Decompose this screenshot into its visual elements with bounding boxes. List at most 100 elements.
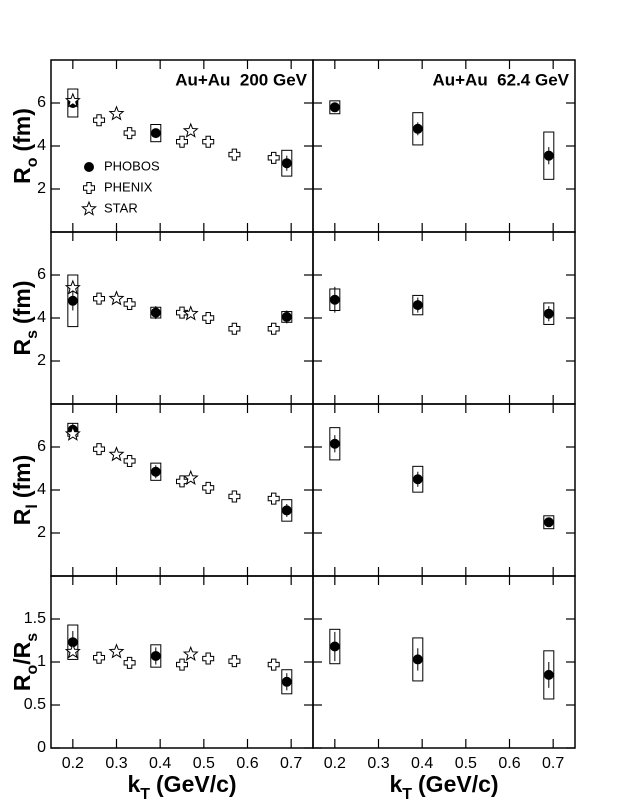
y-tick-label: 2 [37, 180, 46, 197]
point [150, 466, 161, 477]
point [267, 492, 280, 505]
point [228, 322, 241, 335]
point [67, 295, 78, 306]
legend-label: PHOBOS [104, 158, 160, 173]
y-axis-label: Rl (fm) [9, 455, 41, 526]
point [123, 298, 136, 311]
y-tick-label: 4 [37, 481, 46, 498]
point [228, 655, 241, 668]
point [108, 290, 125, 306]
x-tick-label: 0.4 [411, 755, 433, 772]
point [543, 150, 554, 161]
point [123, 656, 136, 669]
x-tick-label: 0.4 [149, 755, 171, 772]
y-axis-label-part: o [24, 157, 41, 167]
y-axis-label-part: o [24, 665, 41, 675]
point [64, 279, 81, 295]
y-tick-label: 6 [37, 266, 46, 283]
y-axis-label: Rs (fm) [9, 281, 41, 356]
point [267, 151, 280, 164]
point [329, 294, 340, 305]
x-axis-label: kT (GeV/c) [127, 771, 236, 803]
y-tick-label: 4 [37, 137, 46, 154]
y-axis-label-part: (fm) [9, 108, 35, 151]
point [202, 312, 215, 324]
point [108, 105, 125, 121]
plot-frame [312, 403, 576, 577]
x-tick-label: 0.5 [455, 755, 477, 772]
point [93, 292, 106, 305]
x-tick-label: 0.6 [236, 755, 258, 772]
y-tick-label: 1.5 [24, 610, 46, 627]
x-axis-label-part: k [127, 771, 140, 797]
y-tick-label: 1 [37, 653, 46, 670]
y-axis-label-part: s [24, 633, 41, 642]
point [150, 128, 161, 139]
y-axis-label-part: R [9, 338, 35, 355]
x-tick-label: 0.2 [324, 755, 346, 772]
legend-label: STAR [104, 200, 138, 215]
x-tick-label: 0.3 [367, 755, 389, 772]
point [182, 645, 199, 662]
x-tick-label: 0.3 [105, 755, 127, 772]
legend-marker [81, 200, 97, 216]
point [412, 654, 423, 665]
point [64, 643, 81, 659]
x-axis-label-part: k [389, 771, 402, 797]
point [176, 658, 188, 671]
point [543, 517, 554, 528]
point [202, 652, 215, 665]
y-axis-label-part: (fm) [9, 455, 35, 498]
point [329, 438, 340, 449]
plot-frame [312, 231, 576, 405]
point [202, 481, 215, 494]
point [67, 637, 78, 648]
point [182, 122, 199, 138]
point [182, 305, 199, 321]
plot-frame [312, 575, 576, 749]
point [281, 158, 292, 169]
point [281, 311, 292, 322]
annotation: Au+Au 200 GeV [175, 70, 307, 89]
point [281, 505, 292, 516]
point [176, 475, 188, 488]
x-tick-label: 0.7 [280, 755, 302, 772]
y-axis-label-part: R [9, 167, 35, 184]
legend-label: PHENIX [104, 179, 153, 194]
point [108, 643, 125, 659]
point [412, 300, 423, 311]
y-tick-label: 4 [37, 309, 46, 326]
x-tick-label: 0.7 [542, 755, 564, 772]
x-axis-label: kT (GeV/c) [389, 771, 498, 803]
point [123, 127, 136, 140]
legend-marker [84, 162, 94, 172]
point [228, 148, 241, 161]
x-axis-label-part: T [140, 786, 150, 803]
point [176, 306, 188, 319]
x-tick-label: 0.2 [62, 755, 84, 772]
point [412, 474, 423, 485]
point [267, 658, 280, 671]
point [329, 641, 340, 652]
x-axis-label-part: (GeV/c) [156, 771, 237, 797]
point [182, 469, 199, 485]
y-axis-label: Ro/Rs [9, 633, 41, 691]
x-axis-label-part: T [402, 786, 412, 803]
y-axis-label-part: (fm) [9, 281, 35, 324]
point [108, 446, 125, 462]
y-tick-label: 2 [37, 524, 46, 541]
point [64, 425, 81, 441]
annotation: Au+Au 62.4 GeV [432, 70, 569, 89]
point [543, 669, 554, 680]
point [93, 651, 106, 664]
y-tick-label: 0.5 [24, 696, 46, 713]
y-axis-label-part: R [9, 674, 35, 691]
point [176, 135, 188, 148]
legend-marker [83, 182, 95, 194]
point [64, 92, 81, 108]
point [202, 135, 215, 148]
point [123, 454, 136, 467]
point [93, 114, 106, 127]
y-axis-label-part: /R [9, 641, 35, 664]
